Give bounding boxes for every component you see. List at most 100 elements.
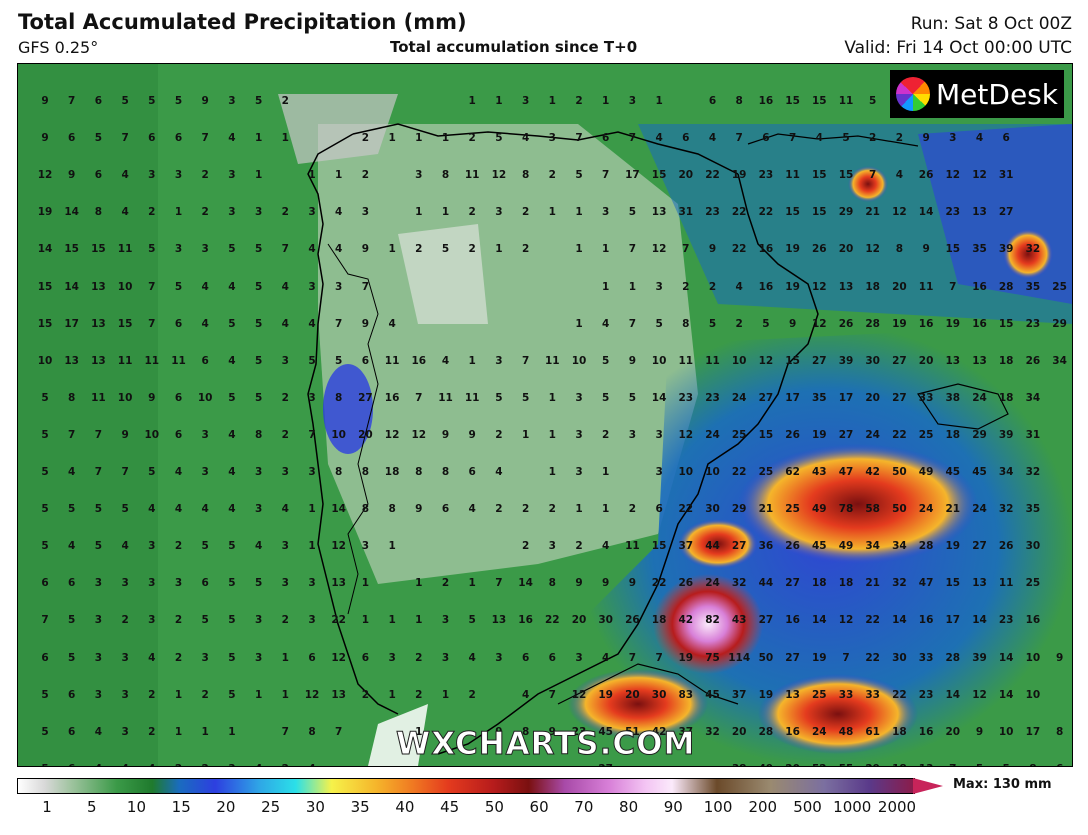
precip-value: 2 — [575, 540, 583, 553]
precip-value: 25 — [918, 428, 934, 441]
precip-value: 12 — [865, 243, 880, 256]
precip-value: 4 — [895, 169, 904, 182]
precip-value: 10 — [678, 466, 694, 478]
precip-value: 3 — [575, 651, 583, 664]
precip-value: 21 — [865, 206, 880, 219]
precip-value: 22 — [892, 688, 907, 701]
precip-value: 2 — [521, 243, 530, 256]
colorbar-tick-label: 1 — [42, 798, 52, 816]
colorbar-tick-label: 200 — [748, 798, 778, 816]
precip-value: 1 — [415, 577, 423, 590]
precip-value: 16 — [918, 614, 934, 627]
precip-value: 22 — [865, 614, 880, 627]
precip-value: 6 — [602, 132, 610, 145]
precip-value: 21 — [758, 503, 774, 516]
precip-value: 11 — [705, 354, 720, 367]
precip-value: 3 — [949, 132, 957, 145]
precip-value: 14 — [518, 577, 533, 590]
precip-value: 5 — [628, 206, 637, 219]
precip-value: 11 — [678, 354, 694, 367]
precip-value: 14 — [651, 391, 667, 404]
precip-value: 7 — [575, 132, 583, 145]
precip-value: 5 — [68, 651, 76, 664]
precip-value: 9 — [468, 428, 476, 441]
precip-value: 1 — [575, 317, 583, 330]
precip-value: 4 — [602, 540, 610, 553]
precip-value: 8 — [335, 466, 343, 478]
precip-value: 18 — [998, 354, 1014, 367]
precip-value: 30 — [705, 503, 720, 516]
precip-value: 3 — [94, 577, 103, 590]
precip-value: 22 — [651, 577, 667, 590]
precip-value: 1 — [361, 614, 370, 627]
precip-value: 10 — [651, 354, 667, 367]
precip-value: 7 — [281, 725, 289, 738]
precip-value: 2 — [495, 503, 503, 516]
precip-value: 45 — [972, 466, 987, 478]
precip-value: 28 — [998, 280, 1014, 293]
precip-value: 83 — [678, 688, 694, 701]
precip-value: 24 — [918, 503, 934, 516]
precip-value: 78 — [838, 503, 854, 516]
precip-value: 13 — [945, 354, 961, 367]
precip-value: 9 — [548, 725, 556, 738]
precip-value: 7 — [655, 651, 663, 664]
precipitation-map[interactable]: 9 7 6 5 5 5 9 3 5 2 1 1 3 1 2 1 3 1 6 8 16 15 15 11 5 9 6 5 7 6 6 7 4 1 1 2… — [17, 63, 1073, 767]
precip-value: 34 — [1052, 354, 1067, 367]
precip-value: 8 — [441, 466, 450, 478]
precip-value: 6 — [521, 651, 530, 664]
precip-value: 22 — [731, 243, 747, 256]
precip-value: 6 — [41, 651, 49, 664]
precip-value: 30 — [865, 354, 880, 367]
precip-value: 9 — [415, 503, 423, 516]
precip-value: 3 — [361, 206, 370, 219]
precip-value: 13 — [91, 317, 106, 330]
precip-value: 12 — [972, 169, 987, 182]
precip-value: 19 — [731, 169, 747, 182]
colorbar-tick-label: 20 — [216, 798, 236, 816]
colorbar-tick-label: 45 — [440, 798, 460, 816]
precip-value: 5 — [68, 614, 76, 627]
precip-value: 5 — [495, 132, 503, 145]
precip-value: 5 — [708, 317, 717, 330]
precip-value: 17 — [945, 614, 961, 627]
precip-value: 12 — [37, 169, 53, 182]
precip-value: 4 — [335, 243, 343, 256]
precip-value: 19 — [892, 317, 907, 330]
precip-value: 13 — [972, 206, 987, 219]
precip-value: 4 — [495, 466, 503, 478]
precip-value: 8 — [335, 391, 343, 404]
metdesk-burst-icon — [896, 77, 931, 111]
precip-value: 37 — [731, 688, 747, 701]
precip-value: 5 — [201, 614, 209, 627]
precip-value: 9 — [361, 243, 370, 256]
precip-value: 10 — [1025, 651, 1041, 664]
precip-value: 2 — [174, 540, 183, 553]
precip-value: 10 — [571, 354, 587, 367]
precip-value: 6 — [682, 132, 690, 145]
precip-value: 5 — [148, 243, 156, 256]
precip-value: 11 — [171, 354, 186, 367]
precip-value: 1 — [254, 688, 263, 701]
precip-value: 5 — [468, 614, 476, 627]
precip-value: 13 — [64, 354, 79, 367]
precip-value: 1 — [548, 466, 556, 478]
precip-value: 12 — [384, 428, 400, 441]
precip-value: 82 — [705, 614, 720, 627]
precip-value: 6 — [174, 317, 183, 330]
precip-value: 3 — [495, 651, 503, 664]
precip-value: 9 — [922, 132, 930, 145]
precip-value: 3 — [308, 577, 316, 590]
precip-value: 30 — [598, 614, 613, 627]
precip-value: 6 — [308, 651, 316, 664]
precip-value: 19 — [945, 317, 961, 330]
precip-value: 25 — [758, 466, 774, 478]
precip-value: 36 — [758, 540, 774, 553]
precip-value: 33 — [838, 688, 854, 701]
precip-value: 15 — [37, 280, 53, 293]
precip-value: 15 — [945, 577, 961, 590]
precip-value: 6 — [174, 391, 183, 404]
precip-value: 45 — [811, 540, 827, 553]
precip-value: 13 — [91, 354, 106, 367]
precip-value: 27 — [758, 391, 774, 404]
